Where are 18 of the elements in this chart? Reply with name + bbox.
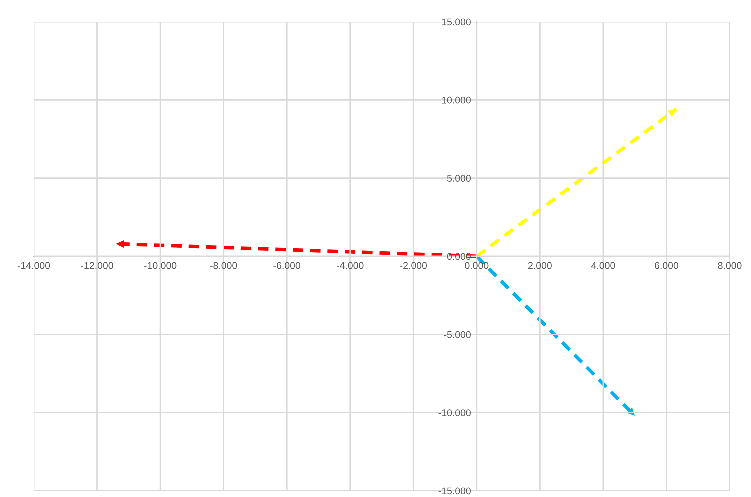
x-tick-label: 6.000 xyxy=(655,262,679,270)
x-tick-label: -8.000 xyxy=(210,262,238,270)
x-tick-label: -2.000 xyxy=(400,262,428,270)
y-tick-label: -15.000 xyxy=(438,488,471,495)
x-tick-label: -12.000 xyxy=(81,262,114,270)
y-tick-label: 15.000 xyxy=(442,18,471,26)
x-tick-label: 2.000 xyxy=(528,262,552,270)
x-tick-label: 8.000 xyxy=(718,262,742,270)
y-tick-label: 5.000 xyxy=(447,175,471,182)
y-tick-label: 10.000 xyxy=(442,96,471,104)
y-tick-label: -10.000 xyxy=(438,410,471,416)
x-tick-label: 4.000 xyxy=(592,262,616,270)
x-tick-label: -6.000 xyxy=(274,262,300,270)
x-tick-label: -10.000 xyxy=(144,262,177,270)
x-tick-label: -14.000 xyxy=(18,262,50,270)
x-tick-label: -4.000 xyxy=(337,262,364,270)
x-tick-label: 0.000 xyxy=(465,262,489,270)
y-tick-label: -5.000 xyxy=(444,331,471,338)
